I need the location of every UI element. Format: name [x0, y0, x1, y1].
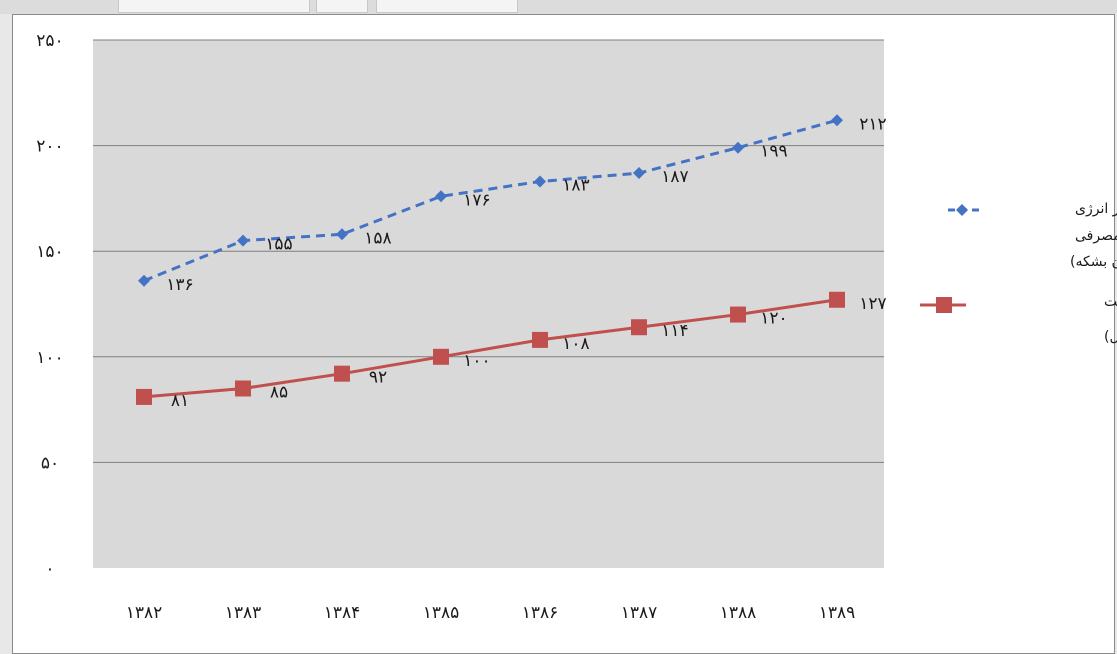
series-line	[143, 118, 838, 283]
data-point	[235, 380, 251, 397]
data-label: ۱۳۶	[166, 275, 193, 295]
data-label: ۱۹۹	[760, 142, 787, 162]
x-tick-label: ۱۳۸۳	[225, 603, 262, 623]
data-point	[831, 114, 843, 127]
legend-label: مقدار انرژی	[1075, 201, 1117, 217]
data-point	[336, 228, 348, 241]
data-label: ۱۲۰	[760, 309, 787, 329]
x-tick-label: ۱۳۸۷	[621, 603, 658, 623]
y-tick-label: ۲۵۰	[36, 31, 63, 51]
series-line	[143, 298, 838, 399]
x-tick-label: ۱۳۸۲	[126, 603, 163, 623]
legend-marker	[956, 204, 968, 216]
plot-area	[93, 40, 884, 568]
x-tick-label: ۱۳۸۹	[819, 603, 856, 623]
data-point	[732, 141, 744, 154]
data-label: ۹۲	[369, 368, 387, 388]
data-point	[532, 331, 548, 348]
data-point	[730, 306, 746, 323]
y-tick-label: ۵۰	[41, 453, 59, 473]
data-label: ۲۱۲	[859, 114, 886, 134]
data-label: ۸۱	[171, 391, 189, 411]
y-tick-label: ۰	[45, 559, 54, 579]
data-point	[631, 319, 647, 336]
legend-label: ارزش افزوده صنعت	[1104, 294, 1117, 310]
x-tick-label: ۱۳۸۸	[720, 603, 757, 623]
data-label: ۱۰۸	[562, 334, 589, 354]
data-label: ۱۸۳	[562, 176, 589, 196]
data-label: ۱۲۷	[859, 294, 886, 314]
top-tab[interactable]	[376, 0, 518, 13]
data-label: ۱۰۰	[463, 351, 490, 371]
y-tick-label: ۱۵۰	[36, 242, 63, 262]
data-point	[136, 388, 152, 405]
y-tick-label: ۲۰۰	[36, 137, 63, 157]
data-label: ۱۵۸	[364, 228, 391, 248]
top-tab[interactable]	[316, 0, 368, 13]
data-point	[829, 291, 845, 308]
x-tick-label: ۱۳۸۶	[522, 603, 559, 623]
x-tick-label: ۱۳۸۴	[324, 603, 361, 623]
y-tick-label: ۱۰۰	[36, 348, 63, 368]
data-point	[534, 175, 546, 188]
data-label: ۱۷۶	[463, 190, 490, 210]
data-point	[334, 365, 350, 382]
data-point	[433, 348, 449, 365]
legend-label: (میلیون بشکه)	[1070, 254, 1117, 270]
data-point	[138, 274, 150, 287]
data-point	[237, 234, 249, 247]
x-tick-label: ۱۳۸۵	[423, 603, 460, 623]
legend-marker	[936, 297, 952, 313]
data-point	[435, 190, 447, 203]
legend-label: (هزار میلیارد ریال)	[1104, 329, 1117, 345]
top-tab[interactable]	[118, 0, 310, 13]
data-label: ۱۵۵	[265, 235, 292, 255]
data-label: ۸۵	[270, 382, 288, 402]
data-label: ۱۸۷	[661, 167, 688, 187]
legend-label: مصرفی	[1075, 228, 1117, 244]
data-point	[633, 167, 645, 180]
data-label: ۱۱۴	[661, 321, 688, 341]
